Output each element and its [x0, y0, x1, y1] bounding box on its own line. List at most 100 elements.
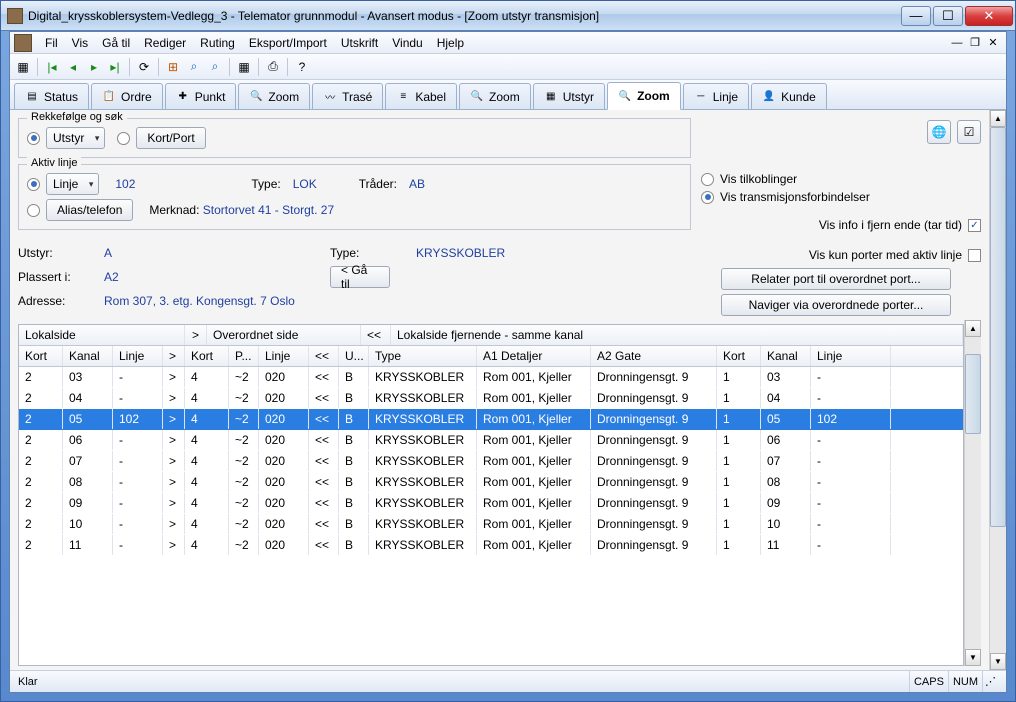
table-row[interactable]: 211->4~2020<<BKRYSSKOBLERRom 001, Kjelle…	[19, 535, 963, 556]
zoom-in-icon[interactable]: ⌕	[206, 58, 224, 76]
column-header[interactable]: Linje	[811, 346, 891, 366]
scroll-thumb[interactable]	[965, 354, 981, 434]
relater-port-button[interactable]: Relater port til overordnet port...	[721, 268, 951, 290]
table-row[interactable]: 208->4~2020<<BKRYSSKOBLERRom 001, Kjelle…	[19, 472, 963, 493]
tab-linje[interactable]: ─Linje	[683, 83, 749, 109]
column-header[interactable]: Kort	[717, 346, 761, 366]
table-row[interactable]: 207->4~2020<<BKRYSSKOBLERRom 001, Kjelle…	[19, 451, 963, 472]
nav-next-icon[interactable]: ▸	[85, 58, 103, 76]
table-row[interactable]: 206->4~2020<<BKRYSSKOBLERRom 001, Kjelle…	[19, 430, 963, 451]
titlebar[interactable]: Digital_krysskoblersystem-Vedlegg_3 - Te…	[1, 1, 1015, 31]
scroll-down-icon[interactable]: ▼	[965, 649, 981, 666]
column-header[interactable]: <<	[309, 346, 339, 366]
scroll-up-icon[interactable]: ▲	[990, 110, 1006, 127]
menu-vis[interactable]: Vis	[65, 34, 95, 52]
linje-radio[interactable]	[27, 178, 40, 191]
help-icon[interactable]: ?	[293, 58, 311, 76]
column-header[interactable]: P...	[229, 346, 259, 366]
scroll-down-icon[interactable]: ▼	[990, 653, 1006, 670]
zoom-out-icon[interactable]: ⌕	[185, 58, 203, 76]
tab-kabel[interactable]: ≡Kabel	[385, 83, 457, 109]
naviger-porter-button[interactable]: Naviger via overordnede porter...	[721, 294, 951, 316]
kortport-radio[interactable]	[117, 132, 130, 145]
table-cell: <<	[309, 409, 339, 429]
nav-first-icon[interactable]: |◂	[43, 58, 61, 76]
table-scrollbar[interactable]: ▲ ▼	[964, 320, 981, 666]
table-row[interactable]: 203->4~2020<<BKRYSSKOBLERRom 001, Kjelle…	[19, 367, 963, 388]
app-menu-icon[interactable]	[14, 34, 32, 52]
alias-radio[interactable]	[27, 204, 40, 217]
tree-icon[interactable]: ⊞	[164, 58, 182, 76]
tab-zoom[interactable]: 🔍Zoom	[459, 83, 531, 109]
tab-punkt[interactable]: ✚Punkt	[165, 83, 237, 109]
column-header[interactable]: Type	[369, 346, 477, 366]
vis-tilkoblinger-radio[interactable]	[701, 173, 714, 186]
tab-status[interactable]: ▤Status	[14, 83, 89, 109]
maximize-button[interactable]: ☐	[933, 6, 963, 26]
tab-ordre[interactable]: 📋Ordre	[91, 83, 163, 109]
column-header[interactable]: >	[163, 346, 185, 366]
menu-gtil[interactable]: Gå til	[95, 34, 137, 52]
minimize-button[interactable]: —	[901, 6, 931, 26]
nav-last-icon[interactable]: ▸|	[106, 58, 124, 76]
resize-grip-icon[interactable]: ⋰	[982, 671, 998, 692]
linje-value: 102	[115, 177, 245, 191]
menu-utskrift[interactable]: Utskrift	[334, 34, 385, 52]
menu-hjelp[interactable]: Hjelp	[430, 34, 471, 52]
content-scrollbar[interactable]: ▲ ▼	[989, 110, 1006, 670]
menu-vindu[interactable]: Vindu	[385, 34, 429, 52]
vis-transmisjon-radio[interactable]	[701, 191, 714, 204]
check-icon[interactable]: ☑	[957, 120, 981, 144]
tab-trasé[interactable]: 〰Trasé	[312, 83, 383, 109]
tab-utstyr[interactable]: ▦Utstyr	[533, 83, 605, 109]
grid-icon[interactable]: ▦	[235, 58, 253, 76]
group-header-fjernende[interactable]: Lokalside fjernende - samme kanal	[391, 325, 963, 345]
tab-zoom[interactable]: 🔍Zoom	[238, 83, 310, 109]
tool-icon[interactable]: ▦	[14, 58, 32, 76]
table-row[interactable]: 205102>4~2020<<BKRYSSKOBLERRom 001, Kjel…	[19, 409, 963, 430]
table-row[interactable]: 210->4~2020<<BKRYSSKOBLERRom 001, Kjelle…	[19, 514, 963, 535]
column-header[interactable]: Linje	[113, 346, 163, 366]
column-header[interactable]: Kanal	[63, 346, 113, 366]
menu-ruting[interactable]: Ruting	[193, 34, 242, 52]
mdi-restore-icon[interactable]: ❐	[968, 36, 982, 50]
table-cell: 4	[185, 514, 229, 534]
close-button[interactable]: ✕	[965, 6, 1013, 26]
print-icon[interactable]: ⎙	[264, 58, 282, 76]
vis-kun-aktiv-checkbox[interactable]	[968, 249, 981, 262]
tab-icon: 🔍	[249, 90, 263, 104]
gaatil-button[interactable]: < Gå til	[330, 266, 390, 288]
column-header[interactable]: A2 Gate	[591, 346, 717, 366]
table-cell: >	[163, 367, 185, 387]
scroll-up-icon[interactable]: ▲	[965, 320, 981, 337]
column-header[interactable]: Kort	[185, 346, 229, 366]
menu-eksportimport[interactable]: Eksport/Import	[242, 34, 334, 52]
tab-label: Zoom	[489, 90, 520, 104]
kortport-button[interactable]: Kort/Port	[136, 127, 205, 149]
utstyr-select[interactable]: Utstyr	[46, 127, 105, 149]
globe-icon[interactable]: 🌐	[927, 120, 951, 144]
mdi-close-icon[interactable]: ✕	[986, 36, 1000, 50]
group-header-overordnet[interactable]: Overordnet side	[207, 325, 361, 345]
table-row[interactable]: 204->4~2020<<BKRYSSKOBLERRom 001, Kjelle…	[19, 388, 963, 409]
table-cell: KRYSSKOBLER	[369, 493, 477, 513]
utstyr-radio[interactable]	[27, 132, 40, 145]
menu-rediger[interactable]: Rediger	[137, 34, 193, 52]
column-header[interactable]: A1 Detaljer	[477, 346, 591, 366]
tab-zoom[interactable]: 🔍Zoom	[607, 82, 681, 110]
alias-button[interactable]: Alias/telefon	[46, 199, 133, 221]
mdi-minimize-icon[interactable]: —	[950, 36, 964, 50]
group-header-lokalside[interactable]: Lokalside	[19, 325, 185, 345]
linje-select[interactable]: Linje	[46, 173, 99, 195]
fjern-ende-checkbox[interactable]: ✓	[968, 219, 981, 232]
menu-fil[interactable]: Fil	[38, 34, 65, 52]
nav-prev-icon[interactable]: ◂	[64, 58, 82, 76]
column-header[interactable]: Kort	[19, 346, 63, 366]
column-header[interactable]: Linje	[259, 346, 309, 366]
scroll-thumb[interactable]	[990, 127, 1006, 527]
tab-kunde[interactable]: 👤Kunde	[751, 83, 827, 109]
column-header[interactable]: U...	[339, 346, 369, 366]
column-header[interactable]: Kanal	[761, 346, 811, 366]
refresh-icon[interactable]: ⟳	[135, 58, 153, 76]
table-row[interactable]: 209->4~2020<<BKRYSSKOBLERRom 001, Kjelle…	[19, 493, 963, 514]
